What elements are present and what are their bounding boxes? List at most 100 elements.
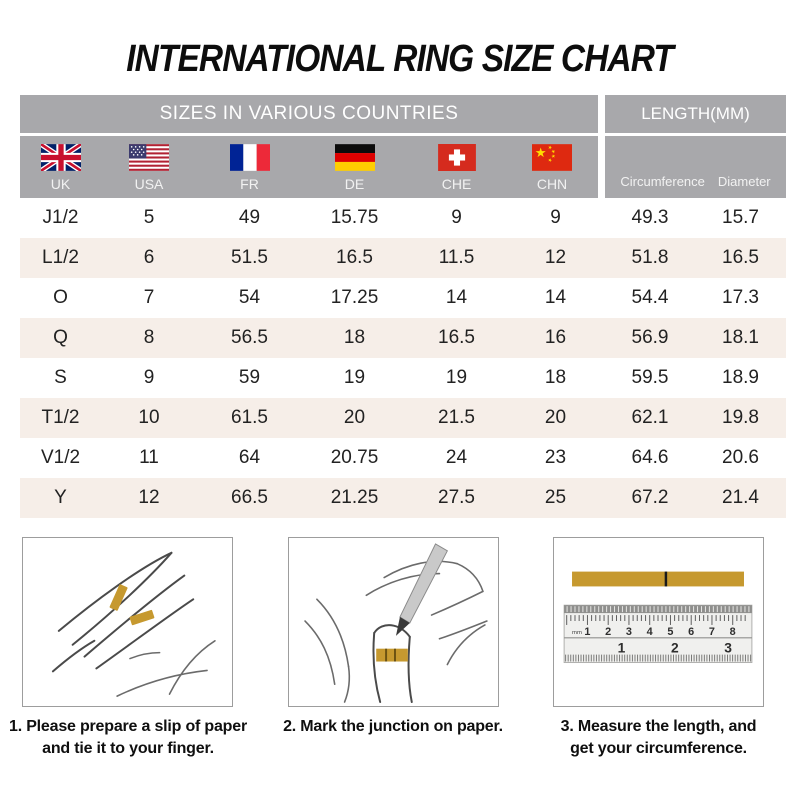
table-cell: 59 <box>238 367 261 388</box>
column-label-usa: USA <box>134 176 164 192</box>
usa-flag-icon <box>129 144 169 171</box>
table-cell: S <box>54 367 67 388</box>
table-cell: 5 <box>143 207 155 228</box>
table-cell: 20 <box>544 407 567 428</box>
table-cell: 64.6 <box>631 447 669 468</box>
flag-header-cells: UK <box>20 136 598 198</box>
table-row: Y 12 66.5 21.25 27.5 25 67.2 21.4 <box>20 478 786 518</box>
page-title: INTERNATIONAL RING SIZE CHART <box>0 38 800 81</box>
step1-caption: 1. Please prepare a slip of paper and tie… <box>9 718 247 757</box>
table-cell: 21.5 <box>438 407 475 428</box>
table-cell: 18 <box>544 367 567 388</box>
table-cell: 6 <box>143 247 155 268</box>
table-row: V1/2 11 64 20.75 24 23 64.6 20.6 <box>20 438 786 478</box>
group-header-length: LENGTH(MM) <box>605 95 786 133</box>
group-header-sizes: SIZES IN VARIOUS COUNTRIES <box>20 95 598 133</box>
page-title-text: INTERNATIONAL RING SIZE CHART <box>126 38 675 80</box>
column-label-uk: UK <box>50 176 71 192</box>
table-cell: 19 <box>343 367 366 388</box>
column-header-chn: CHN <box>506 136 598 198</box>
table-cell: 24 <box>445 447 468 468</box>
svg-text:3: 3 <box>724 640 732 656</box>
france-flag-icon <box>229 144 270 171</box>
table-cell: 18.1 <box>722 327 759 348</box>
table-cell: 9 <box>550 207 561 228</box>
svg-text:2: 2 <box>671 640 679 656</box>
table-cell: 18.9 <box>722 367 759 388</box>
table-cell: L1/2 <box>42 247 79 268</box>
ruler-unit-label: mm <box>572 630 582 636</box>
step2-caption: 2. Mark the junction on paper. <box>283 718 503 735</box>
germany-flag-icon <box>334 144 375 171</box>
table-cell: 12 <box>544 247 567 268</box>
paper-slip-on-finger <box>109 584 155 626</box>
china-flag-icon <box>532 144 572 171</box>
column-header-uk: UK <box>20 136 101 198</box>
svg-text:2: 2 <box>605 626 611 638</box>
table-cell: 16.5 <box>722 247 759 268</box>
table-cell: 49 <box>238 207 261 228</box>
table-cell: 51.5 <box>231 247 268 268</box>
table-cell: 21.4 <box>722 487 759 508</box>
table-column-header-row: UK <box>20 136 786 198</box>
table-cell: 54.4 <box>631 287 669 308</box>
length-subheaders: Circumference Diameter <box>605 136 786 198</box>
svg-text:1: 1 <box>584 626 590 638</box>
table-group-header: SIZES IN VARIOUS COUNTRIES LENGTH(MM) <box>20 95 786 133</box>
table-row: L1/2 6 51.5 16.5 11.5 12 51.8 16.5 <box>20 238 786 278</box>
ring-size-table: SIZES IN VARIOUS COUNTRIES LENGTH(MM) UK <box>20 95 786 518</box>
table-cell: O <box>53 287 68 308</box>
table-cell: 9 <box>451 207 462 228</box>
paper-band-on-finger <box>375 648 408 662</box>
table-cell: 16.5 <box>438 327 475 348</box>
table-cell: 49.3 <box>631 207 669 228</box>
table-cell: 20 <box>343 407 366 428</box>
table-row: O 7 54 17.25 14 14 54.4 17.3 <box>20 278 786 318</box>
table-cell: 27.5 <box>438 487 475 508</box>
table-cell: 51.8 <box>631 247 669 268</box>
table-cell: 56.5 <box>231 327 268 348</box>
column-label-che: CHE <box>441 176 472 192</box>
svg-text:8: 8 <box>730 626 736 638</box>
table-cell: 64 <box>238 447 261 468</box>
mark-junction-illustration <box>303 543 488 704</box>
step2-panel <box>287 537 499 707</box>
table-cell: 10 <box>138 407 160 428</box>
table-cell: 23 <box>544 447 567 468</box>
column-label-diameter: Diameter <box>717 174 771 189</box>
table-cell: 11.5 <box>438 247 475 268</box>
table-cell: V1/2 <box>40 447 81 468</box>
column-header-che: CHE <box>407 136 506 198</box>
table-cell: 62.1 <box>631 407 669 428</box>
table-cell: 66.5 <box>231 487 268 508</box>
table-cell: 12 <box>138 487 160 508</box>
table-body: J1/2 5 49 15.75 9 9 49.3 15.7 L1/2 6 51.5 16.5 11.5 1… <box>20 198 786 518</box>
svg-text:6: 6 <box>688 626 694 638</box>
ruler-body <box>563 604 753 664</box>
svg-text:4: 4 <box>647 626 653 638</box>
table-cell: 18 <box>343 327 366 348</box>
column-label-circumference: Circumference <box>620 174 705 189</box>
svg-text:3: 3 <box>626 626 632 638</box>
pen-icon <box>395 543 448 636</box>
table-cell: 14 <box>445 287 468 308</box>
table-cell: 17.25 <box>330 287 379 308</box>
table-cell: 56.9 <box>631 327 669 348</box>
table-row: Q 8 56.5 18 16.5 16 56.9 18.1 <box>20 318 786 358</box>
uk-flag-icon <box>40 144 81 171</box>
table-cell: J1/2 <box>42 207 79 228</box>
table-cell: Y <box>54 487 67 508</box>
table-row: J1/2 5 49 15.75 9 9 49.3 15.7 <box>20 198 786 238</box>
table-cell: 19 <box>445 367 468 388</box>
table-row: S 9 59 19 19 18 59.5 18.9 <box>20 358 786 398</box>
table-cell: 16.5 <box>336 247 373 268</box>
header-divider <box>598 95 605 133</box>
table-cell: 15.75 <box>330 207 379 228</box>
step3-caption: 3. Measure the length, and get your circu… <box>560 718 757 757</box>
header-divider <box>598 136 605 198</box>
table-cell: 19.8 <box>722 407 759 428</box>
